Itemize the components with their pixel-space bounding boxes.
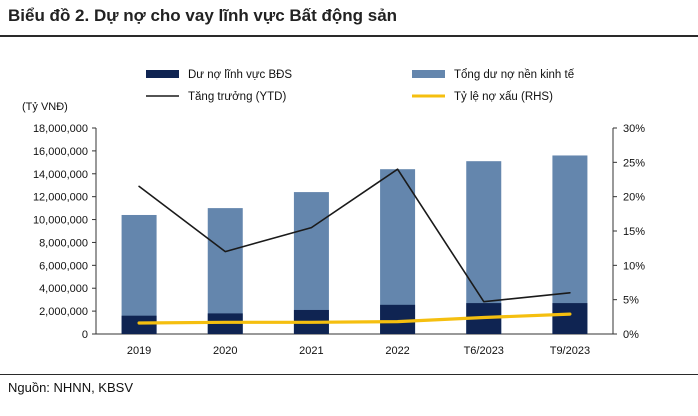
right-axis-tick-label: 15% xyxy=(623,226,645,238)
chart-title: Biểu đồ 2. Dự nợ cho vay lĩnh vực Bất độ… xyxy=(8,6,398,25)
right-axis-tick-label: 0% xyxy=(623,329,639,341)
x-axis-tick-label: 2019 xyxy=(127,345,151,357)
x-axis-tick-label: T6/2023 xyxy=(464,345,504,357)
bar-total-economy xyxy=(207,208,243,334)
legend-label: Dư nợ lĩnh vực BĐS xyxy=(188,69,292,81)
legend-swatch xyxy=(146,70,179,78)
legend-label: Tăng trưởng (YTD) xyxy=(188,91,286,103)
left-axis-tick-label: 14,000,000 xyxy=(33,169,88,181)
x-axis-tick-label: 2022 xyxy=(385,345,409,357)
left-axis-tick-label: 18,000,000 xyxy=(33,123,88,135)
right-axis-tick-label: 10% xyxy=(623,260,645,272)
right-axis-tick-label: 5% xyxy=(623,295,639,307)
growth-ytd-line xyxy=(138,168,571,303)
bar-real-estate xyxy=(121,315,157,334)
legend-label: Tổng dư nợ nền kinh tế xyxy=(454,69,575,81)
left-axis-tick-label: 0 xyxy=(82,329,88,341)
legend-label: Tỷ lệ nợ xấu (RHS) xyxy=(454,91,553,103)
chart-canvas: 0 2,000,000 4,000,000 6,000,000 8,000,000 10,… xyxy=(22,69,645,357)
left-axis-tick-label: 12,000,000 xyxy=(33,192,88,204)
x-axis-tick-label: 2021 xyxy=(299,345,323,357)
left-axis-tick-label: 4,000,000 xyxy=(39,283,88,295)
npl-ratio-line xyxy=(137,312,572,325)
footer-divider xyxy=(0,374,698,375)
source-note: Nguồn: NHNN, KBSV xyxy=(8,380,133,395)
right-axis-tick-label: 20% xyxy=(623,192,645,204)
left-axis-tick-label: 16,000,000 xyxy=(33,146,88,158)
right-axis-tick-label: 25% xyxy=(623,157,645,169)
legend-swatch xyxy=(412,70,445,78)
left-axis-tick-label: 8,000,000 xyxy=(39,237,88,249)
left-axis-tick-label: 6,000,000 xyxy=(39,260,88,272)
left-axis-unit: (Tỷ VNĐ) xyxy=(22,101,68,113)
left-axis-tick-label: 2,000,000 xyxy=(39,306,88,318)
left-axis-tick-label: 10,000,000 xyxy=(33,215,88,227)
x-axis-tick-label: 2020 xyxy=(213,345,237,357)
right-axis-tick-label: 30% xyxy=(623,123,645,135)
bar-real-estate xyxy=(380,304,416,334)
title-divider xyxy=(0,35,698,37)
bar-total-economy xyxy=(121,214,157,334)
bar-real-estate xyxy=(552,303,588,334)
x-axis-tick-label: T9/2023 xyxy=(550,345,590,357)
